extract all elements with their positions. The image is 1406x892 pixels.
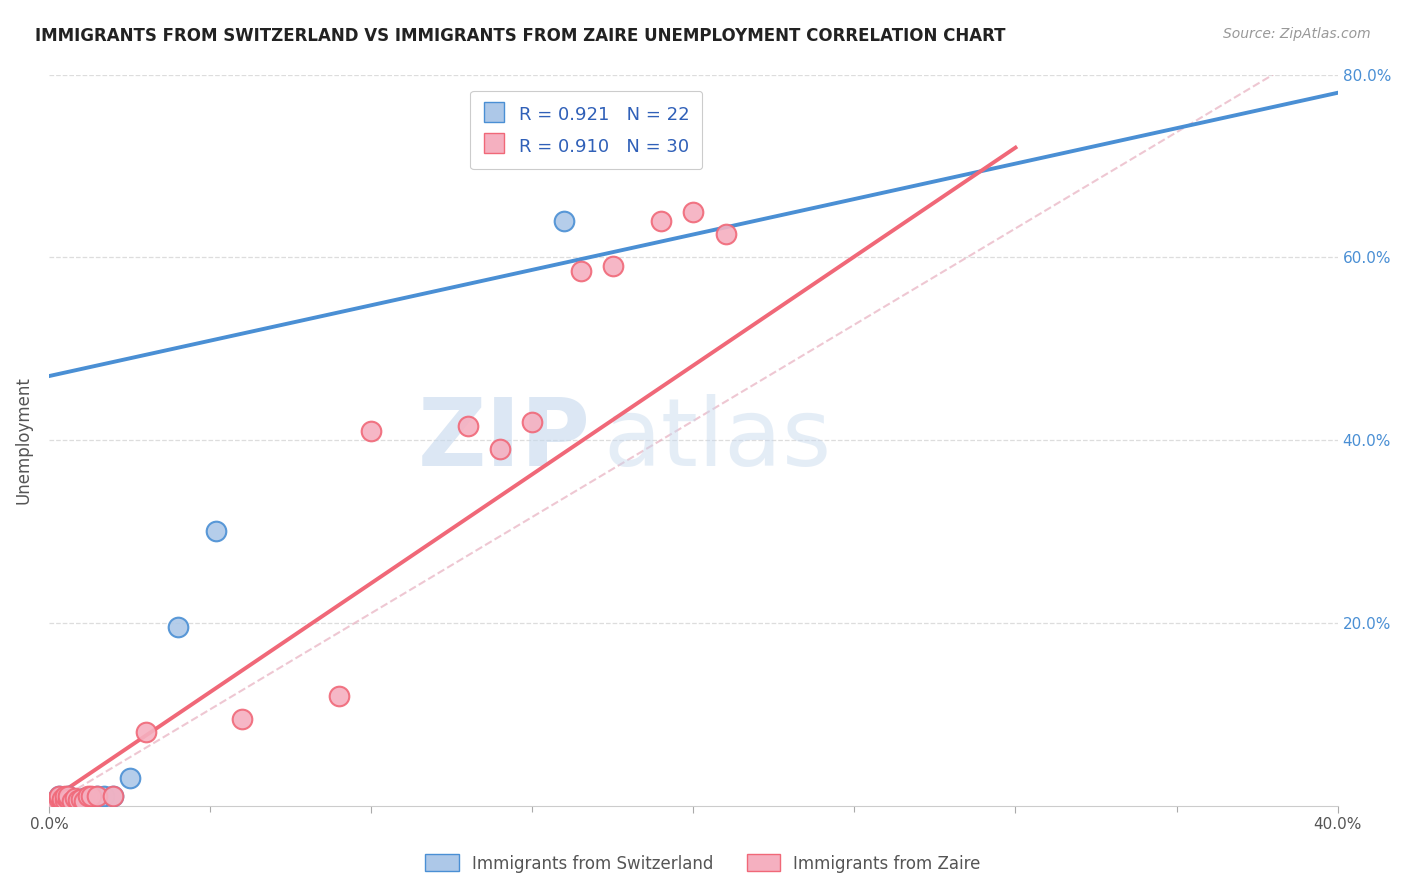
Point: [60, 794, 83, 808]
Point: [328, 689, 350, 703]
Legend: R = 0.921   N = 22, R = 0.910   N = 30: R = 0.921 N = 22, R = 0.910 N = 30: [471, 91, 703, 169]
Point: [166, 620, 188, 634]
Point: [103, 789, 125, 804]
Point: [70, 794, 93, 808]
Point: [58, 792, 80, 806]
Point: [48, 792, 70, 806]
Point: [489, 442, 512, 457]
Point: [58, 789, 80, 804]
Text: Source: ZipAtlas.com: Source: ZipAtlas.com: [1223, 27, 1371, 41]
Point: [86, 789, 108, 804]
Point: [44, 794, 66, 808]
Point: [44, 794, 66, 808]
Point: [58, 793, 80, 807]
Point: [86, 789, 108, 804]
Point: [73, 794, 96, 808]
Y-axis label: Unemployment: Unemployment: [15, 376, 32, 504]
Point: [231, 712, 253, 726]
Point: [650, 213, 672, 227]
Point: [51, 794, 73, 808]
Point: [60, 794, 83, 808]
Point: [205, 524, 228, 539]
Point: [682, 204, 704, 219]
Point: [602, 260, 624, 274]
Point: [553, 213, 575, 227]
Point: [53, 789, 76, 804]
Point: [118, 771, 141, 785]
Point: [53, 793, 76, 807]
Point: [51, 792, 73, 806]
Point: [53, 791, 76, 805]
Point: [76, 789, 98, 804]
Point: [51, 792, 73, 806]
Point: [51, 794, 73, 808]
Legend: Immigrants from Switzerland, Immigrants from Zaire: Immigrants from Switzerland, Immigrants …: [419, 847, 987, 880]
Point: [522, 415, 544, 429]
Point: [63, 792, 86, 806]
Point: [66, 793, 89, 807]
Point: [76, 792, 98, 806]
Text: IMMIGRANTS FROM SWITZERLAND VS IMMIGRANTS FROM ZAIRE UNEMPLOYMENT CORRELATION CH: IMMIGRANTS FROM SWITZERLAND VS IMMIGRANT…: [35, 27, 1005, 45]
Point: [66, 793, 89, 807]
Point: [569, 264, 592, 278]
Point: [93, 789, 115, 804]
Point: [70, 792, 93, 806]
Point: [103, 789, 125, 804]
Point: [63, 791, 86, 805]
Point: [48, 789, 70, 804]
Point: [58, 789, 80, 804]
Point: [48, 789, 70, 804]
Text: ZIP: ZIP: [418, 394, 591, 486]
Point: [80, 789, 103, 804]
Point: [73, 791, 96, 805]
Point: [360, 424, 382, 438]
Point: [48, 791, 70, 805]
Point: [457, 419, 479, 434]
Point: [53, 794, 76, 808]
Point: [714, 227, 737, 242]
Text: atlas: atlas: [603, 394, 831, 486]
Point: [135, 725, 157, 739]
